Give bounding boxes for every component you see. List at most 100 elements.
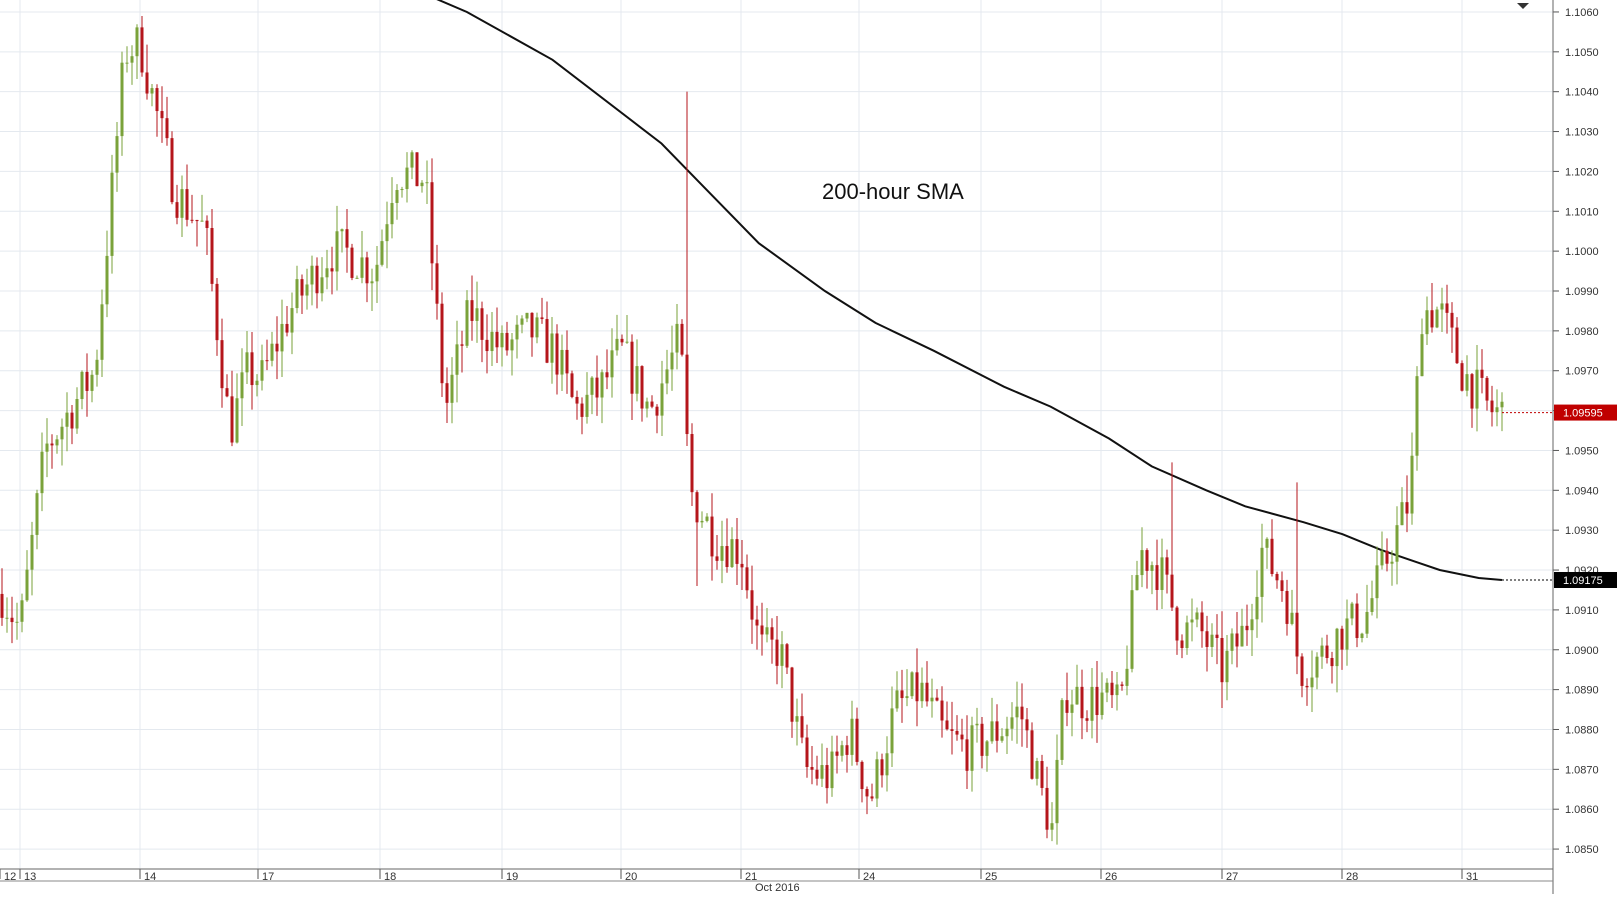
y-tick-label: 1.0990	[1565, 286, 1599, 298]
candle-body	[1440, 303, 1444, 310]
candle-body	[715, 556, 719, 561]
candle-body	[1445, 303, 1449, 313]
candle-body	[430, 182, 434, 264]
candle-body	[615, 338, 619, 351]
candle-body	[355, 277, 359, 279]
candle-body	[125, 62, 129, 64]
candle-body	[450, 374, 454, 403]
candle-body	[115, 136, 119, 173]
candle-body	[380, 241, 384, 265]
candle-body	[1385, 550, 1389, 564]
candle-body	[840, 745, 844, 756]
x-tick-label: 27	[1226, 871, 1238, 883]
candle-body	[360, 257, 364, 278]
y-tick-label: 1.1020	[1565, 166, 1599, 178]
candle-body	[510, 339, 514, 351]
candle-body	[1130, 590, 1134, 669]
candle-body	[140, 27, 144, 73]
candle-body	[1165, 557, 1169, 575]
candle-body	[275, 343, 279, 352]
candle-body	[1350, 603, 1354, 619]
candle-body	[770, 627, 774, 640]
candle-body	[1435, 309, 1439, 328]
candle-body	[1160, 557, 1164, 590]
x-tick-label: 13	[24, 871, 36, 883]
candle-body	[815, 769, 819, 779]
candle-body	[155, 88, 159, 112]
collapse-arrow-icon	[1517, 3, 1529, 9]
candle-body	[1235, 633, 1239, 647]
candle-body	[1045, 787, 1049, 830]
candle-body	[1005, 728, 1009, 737]
candle-body	[310, 265, 314, 285]
candle-body	[780, 644, 784, 666]
y-tick-label: 1.0970	[1565, 366, 1599, 378]
candle-body	[285, 323, 289, 333]
candle-body	[870, 796, 874, 799]
candle-body	[325, 268, 329, 278]
candle-body	[365, 257, 369, 284]
candle-body	[190, 219, 194, 221]
candle-body	[1485, 377, 1489, 401]
candle-body	[650, 401, 654, 407]
candle-body	[370, 281, 374, 284]
candle-body	[620, 338, 624, 343]
candle-body	[290, 308, 294, 333]
candle-body	[970, 725, 974, 771]
candle-body	[960, 734, 964, 740]
candle-body	[950, 729, 954, 731]
candle-body	[145, 72, 149, 94]
candle-body	[1355, 603, 1359, 639]
candle-body	[825, 765, 829, 789]
candle-body	[945, 720, 949, 730]
candle-body	[390, 202, 394, 225]
candle-body	[900, 690, 904, 699]
candles	[0, 16, 1504, 845]
candle-body	[995, 721, 999, 741]
candle-body	[350, 247, 354, 278]
y-tick-label: 1.0930	[1565, 525, 1599, 537]
candle-body	[1395, 525, 1399, 562]
candle-body	[1155, 565, 1159, 590]
candle-body	[1095, 686, 1099, 716]
candle-body	[860, 761, 864, 790]
candle-body	[265, 360, 269, 362]
candle-body	[60, 426, 64, 440]
candle-body	[935, 697, 939, 701]
candle-body	[795, 716, 799, 722]
price-tag-label: 1.09595	[1563, 408, 1603, 420]
candle-body	[865, 789, 869, 797]
candle-body	[470, 300, 474, 321]
candle-body	[1150, 565, 1154, 571]
candle-body	[655, 406, 659, 416]
candle-body	[725, 546, 729, 568]
candle-body	[1490, 400, 1494, 413]
candle-body	[320, 277, 324, 294]
candle-body	[425, 182, 429, 184]
candle-body	[0, 593, 4, 618]
x-tick-label: 24	[863, 871, 875, 883]
y-tick-label: 1.0910	[1565, 605, 1599, 617]
x-tick-label: 18	[384, 871, 396, 883]
candle-body	[205, 220, 209, 229]
candle-body	[1360, 633, 1364, 639]
candle-body	[720, 546, 724, 561]
candle-body	[1175, 607, 1179, 641]
candle-body	[230, 396, 234, 443]
candle-body	[10, 617, 14, 623]
candle-body	[415, 152, 419, 187]
candle-body	[270, 343, 274, 361]
candle-body	[1415, 376, 1419, 456]
candle-body	[1135, 575, 1139, 591]
candle-body	[1195, 612, 1199, 620]
candle-body	[240, 372, 244, 399]
candle-body	[1290, 612, 1294, 624]
candle-body	[645, 401, 649, 409]
candle-body	[830, 751, 834, 789]
candle-body	[1210, 634, 1214, 647]
candle-body	[790, 667, 794, 722]
candle-body	[385, 224, 389, 242]
candle-body	[460, 344, 464, 346]
candle-body	[1010, 717, 1014, 729]
